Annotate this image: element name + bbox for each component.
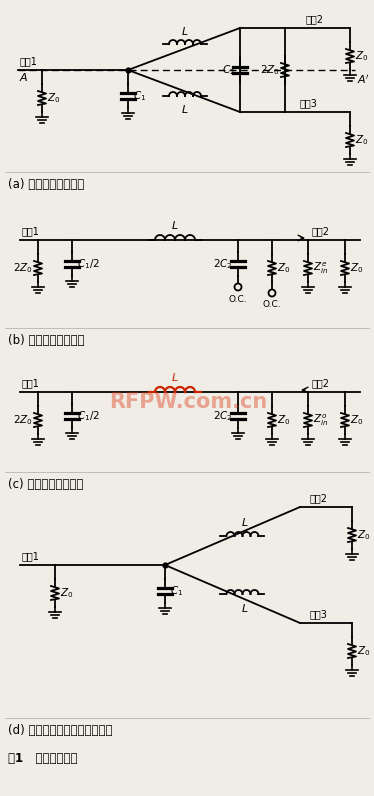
Text: 端口2: 端口2 [306, 14, 324, 24]
Text: $L$: $L$ [171, 371, 179, 383]
Text: $Z_0$: $Z_0$ [355, 49, 368, 63]
Text: RFPW.com.cn: RFPW.com.cn [109, 392, 267, 412]
Text: 端口2: 端口2 [310, 493, 328, 503]
Text: (a) 功分器拓扑结构图: (a) 功分器拓扑结构图 [8, 178, 84, 191]
Text: $L$: $L$ [241, 516, 248, 528]
Text: 端口1: 端口1 [22, 551, 40, 561]
Text: $Z_0$: $Z_0$ [277, 261, 291, 275]
Text: $C_1/2$: $C_1/2$ [77, 257, 100, 271]
Text: (c) 奇模激励等效电路: (c) 奇模激励等效电路 [8, 478, 83, 491]
Text: $L$: $L$ [181, 103, 189, 115]
Text: $Z_0$: $Z_0$ [357, 528, 371, 542]
Text: $C_1/2$: $C_1/2$ [77, 409, 100, 423]
Text: $Z_0$: $Z_0$ [277, 413, 291, 427]
Text: $C_1$: $C_1$ [133, 89, 146, 103]
Text: 端口3: 端口3 [300, 98, 318, 108]
Text: 端口1: 端口1 [22, 226, 40, 236]
Text: $Z^e_{in}$: $Z^e_{in}$ [313, 260, 328, 275]
Text: 端口1: 端口1 [22, 378, 40, 388]
Text: $2C_2$: $2C_2$ [213, 257, 233, 271]
Text: 图1   功分器结构图: 图1 功分器结构图 [8, 752, 77, 765]
Text: 端口1: 端口1 [20, 56, 38, 66]
Text: $Z_0$: $Z_0$ [350, 413, 364, 427]
Text: $2Z_0$: $2Z_0$ [260, 63, 280, 77]
Text: O.C.: O.C. [229, 295, 247, 304]
Text: A: A [20, 73, 28, 83]
Text: $Z_0$: $Z_0$ [60, 586, 73, 600]
Text: $2Z_0$: $2Z_0$ [13, 413, 33, 427]
Text: $L$: $L$ [241, 602, 248, 614]
Text: (b) 偶模激励等效电路: (b) 偶模激励等效电路 [8, 334, 85, 347]
Text: $Z_0$: $Z_0$ [47, 91, 61, 105]
Text: $Z^o_{in}$: $Z^o_{in}$ [313, 412, 328, 427]
Text: $2Z_0$: $2Z_0$ [13, 261, 33, 275]
Text: $L$: $L$ [181, 25, 189, 37]
Text: $Z_0$: $Z_0$ [355, 133, 368, 147]
Text: 端口3: 端口3 [310, 609, 328, 619]
Text: $L$: $L$ [171, 219, 179, 231]
Text: (d) 端口一输入信号时等效电路: (d) 端口一输入信号时等效电路 [8, 724, 113, 737]
Text: O.C.: O.C. [263, 300, 281, 309]
Text: $Z_0$: $Z_0$ [357, 644, 371, 658]
Text: 端口2: 端口2 [312, 226, 330, 236]
Text: $Z_0$: $Z_0$ [350, 261, 364, 275]
Text: $2C_2$: $2C_2$ [213, 409, 233, 423]
Text: 端口2: 端口2 [312, 378, 330, 388]
Text: $C_1$: $C_1$ [170, 584, 183, 598]
Text: $C_2$: $C_2$ [222, 63, 235, 77]
Text: $A'$: $A'$ [357, 73, 370, 86]
